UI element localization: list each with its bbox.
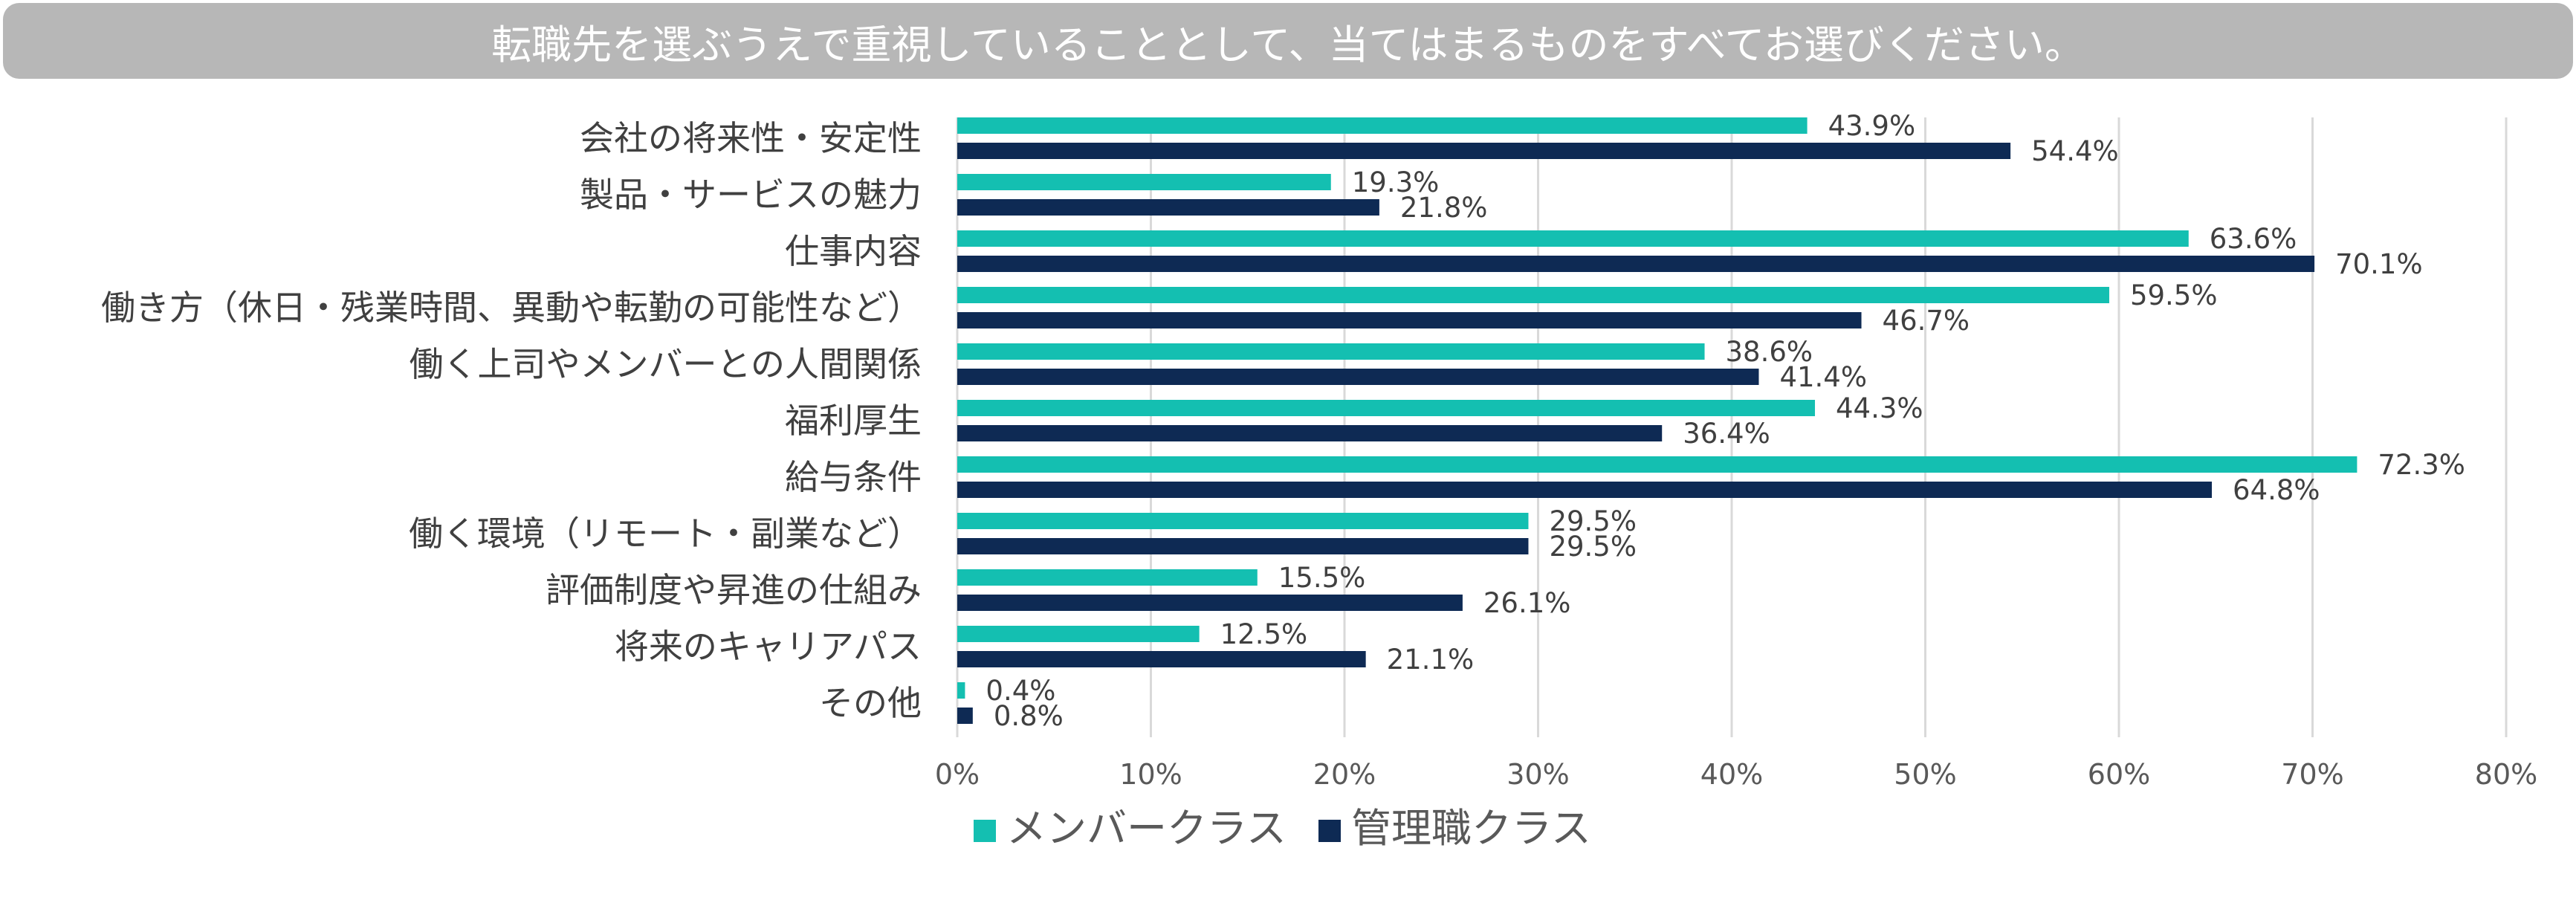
data-label: 12.5% <box>1220 618 1308 650</box>
category-label: 働く上司やメンバーとの人間関係 <box>409 344 922 384</box>
legend-label: メンバークラス <box>1006 805 1287 852</box>
category-label: 評価制度や昇進の仕組み <box>546 570 922 610</box>
data-label: 43.9% <box>1828 110 1916 142</box>
data-label: 59.5% <box>2130 279 2218 311</box>
bar <box>957 651 1366 667</box>
bar <box>957 174 1331 190</box>
x-tick-label: 10% <box>1119 758 1182 791</box>
data-label: 0.8% <box>994 700 1064 732</box>
x-tick-label: 60% <box>2088 758 2150 791</box>
data-label: 29.5% <box>1549 505 1637 537</box>
bar <box>957 287 2109 303</box>
category-label: 給与条件 <box>785 457 922 497</box>
bar <box>957 199 1379 216</box>
legend-label: 管理職クラス <box>1351 805 1591 852</box>
category-label: その他 <box>819 683 922 723</box>
legend-swatch <box>974 820 996 842</box>
category-label: 福利厚生 <box>785 401 922 441</box>
data-label: 15.5% <box>1278 562 1366 594</box>
data-label: 29.5% <box>1549 531 1637 563</box>
chart-title-bar: 転職先を選ぶうえで重視していることとして、当てはまるものをすべてお選びください。 <box>3 3 2573 79</box>
data-label: 38.6% <box>1726 336 1813 368</box>
bar <box>957 425 1663 441</box>
bar <box>957 456 2357 473</box>
bar <box>957 538 1529 554</box>
bar <box>957 626 1200 642</box>
category-label: 働き方（休日・残業時間、異動や転勤の可能性など） <box>101 288 922 328</box>
bar <box>957 369 1759 385</box>
x-tick-label: 30% <box>1507 758 1569 791</box>
data-label: 64.8% <box>2233 474 2320 506</box>
data-label: 21.1% <box>1387 644 1475 676</box>
legend-swatch <box>1318 820 1341 842</box>
x-tick-label: 70% <box>2281 758 2343 791</box>
x-tick-label: 80% <box>2475 758 2537 791</box>
data-label: 0.4% <box>986 675 1055 707</box>
x-tick-label: 20% <box>1313 758 1376 791</box>
category-label: 会社の将来性・安定性 <box>580 118 922 158</box>
data-label: 63.6% <box>2210 223 2297 255</box>
data-label: 36.4% <box>1683 418 1770 450</box>
bar <box>957 343 1705 360</box>
bar <box>957 400 1816 416</box>
bar <box>957 312 1862 328</box>
category-label: 仕事内容 <box>785 231 922 271</box>
data-label: 70.1% <box>2335 248 2423 280</box>
data-label: 72.3% <box>2378 449 2465 481</box>
category-label: 働く環境（リモート・副業など） <box>409 514 922 554</box>
data-label: 46.7% <box>1883 305 1970 337</box>
category-label: 製品・サービスの魅力 <box>580 175 922 215</box>
data-label: 26.1% <box>1483 587 1571 619</box>
bar <box>957 569 1258 586</box>
bar <box>957 482 2213 498</box>
data-label: 19.3% <box>1352 166 1440 198</box>
bar <box>957 143 2011 159</box>
x-tick-label: 50% <box>1894 758 1956 791</box>
data-label: 54.4% <box>2031 135 2119 167</box>
data-label: 41.4% <box>1779 361 1867 393</box>
bar <box>957 682 965 699</box>
bar <box>957 117 1808 134</box>
bar <box>957 513 1529 529</box>
x-tick-label: 40% <box>1700 758 1763 791</box>
category-label: 将来のキャリアパス <box>615 627 922 667</box>
data-label: 44.3% <box>1836 392 1923 424</box>
bar <box>957 595 1463 611</box>
x-tick-label: 0% <box>935 758 980 791</box>
data-label: 21.8% <box>1400 192 1488 224</box>
bar <box>957 230 2189 247</box>
chart-title: 転職先を選ぶうえで重視していることとして、当てはまるものをすべてお選びください。 <box>491 21 2085 68</box>
bar <box>957 256 2315 272</box>
bar <box>957 708 973 724</box>
